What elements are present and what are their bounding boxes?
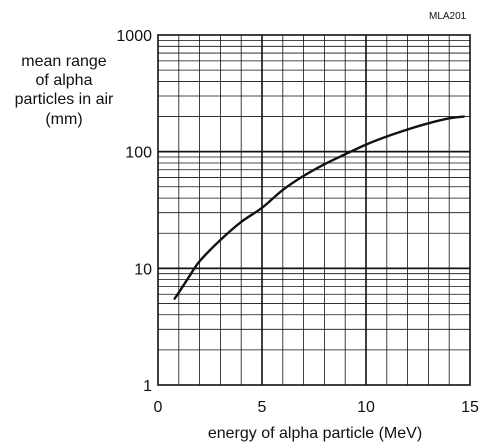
y-axis-label-line-1: mean range (21, 53, 107, 70)
plot-frame (157, 34, 471, 386)
y-tick-label-10: 10 (134, 261, 152, 278)
minor-gridlines (158, 35, 470, 385)
figure-code: MLA201 (429, 11, 467, 22)
y-tick-label-1: 1 (143, 378, 152, 395)
x-tick-label-15: 15 (461, 399, 479, 416)
y-axis-label-line-2: of alpha (35, 72, 93, 89)
range-curve (173, 115, 465, 300)
x-tick-label-5: 5 (258, 399, 267, 416)
x-tick-label-10: 10 (357, 399, 375, 416)
x-axis-label: energy of alpha particle (MeV) (207, 425, 423, 442)
y-tick-labels: 1 10 100 1000 (116, 28, 152, 395)
y-axis-label-line-4: (mm) (45, 111, 83, 128)
y-tick-label-100: 100 (125, 145, 152, 162)
x-tick-labels: 0 5 10 15 (154, 399, 479, 416)
y-axis-label-line-3: particles in air (14, 91, 114, 108)
major-gridlines (158, 35, 470, 385)
y-tick-label-1000: 1000 (116, 28, 152, 45)
x-tick-label-0: 0 (154, 399, 163, 416)
